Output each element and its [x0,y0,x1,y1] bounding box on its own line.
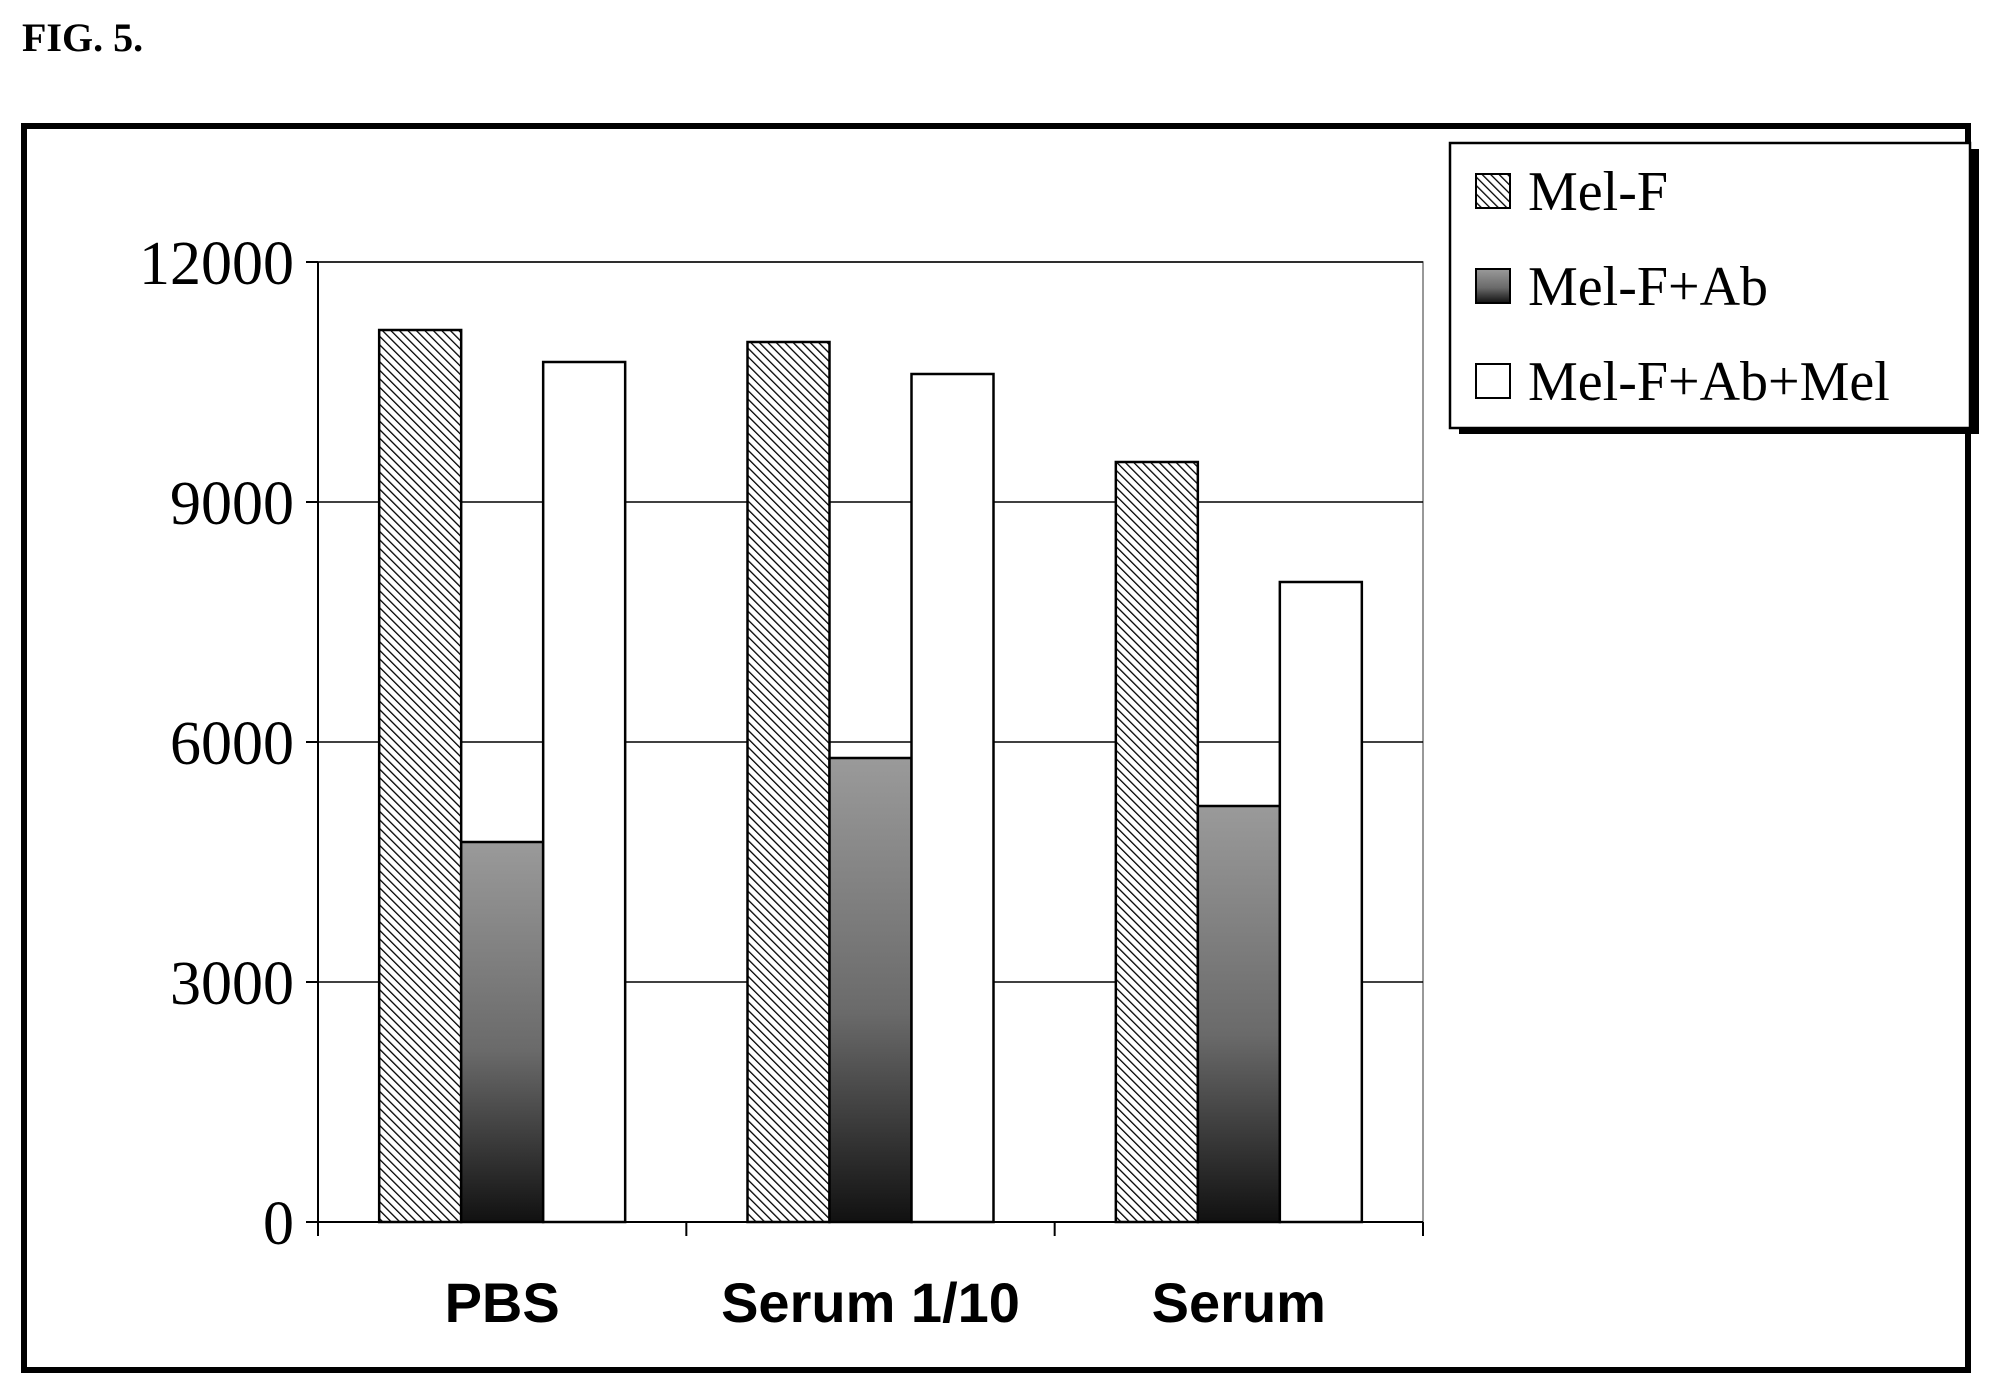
y-tick-label: 3000 [170,950,294,1018]
bar [541,360,627,1224]
bar [459,840,545,1224]
legend-swatch [1475,173,1511,209]
legend-swatch [1475,363,1511,399]
figure-label: FIG. 5. [22,15,144,60]
y-tick-label: 9000 [170,470,294,538]
legend: Mel-F Mel-F+Ab Mel-F+Ab+Mel [1448,141,1979,434]
bar [1278,580,1364,1224]
y-tick-label: 0 [263,1190,294,1258]
axes [317,262,1424,1236]
chart-frame [21,123,1971,1373]
legend-label: Mel-F [1528,161,1668,223]
x-category-label: Serum [1152,1271,1326,1334]
y-tick-labels: 0 3000 6000 9000 12000 [139,230,294,1258]
y-tick-label: 6000 [170,710,294,778]
grid-lines [306,261,1423,1223]
x-category-label: Serum 1/10 [721,1271,1020,1334]
bar [377,328,463,1224]
bar [828,756,913,1224]
legend-swatch [1475,268,1511,304]
legend-label: Mel-F+Ab+Mel [1528,351,1890,413]
y-tick-label: 12000 [139,230,294,298]
x-category-label: PBS [445,1271,560,1334]
bar [1196,804,1282,1224]
bar [1114,460,1200,1224]
legend-label: Mel-F+Ab [1528,256,1768,318]
bars [377,328,1364,1224]
bar [910,372,995,1224]
bar [746,340,831,1224]
x-category-labels: PBS Serum 1/10 Serum [445,1271,1326,1334]
legend-box [1448,141,1972,430]
